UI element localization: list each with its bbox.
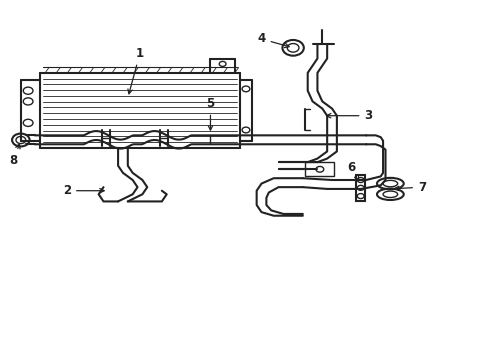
Text: 4: 4 xyxy=(257,32,288,48)
Text: 6: 6 xyxy=(346,161,358,180)
Text: 5: 5 xyxy=(206,97,214,130)
Bar xyxy=(305,162,334,176)
Text: 7: 7 xyxy=(394,181,425,194)
Text: 2: 2 xyxy=(63,184,104,197)
Bar xyxy=(356,175,365,202)
Text: 8: 8 xyxy=(9,144,20,167)
Text: 3: 3 xyxy=(326,109,372,122)
Text: 1: 1 xyxy=(128,47,144,94)
